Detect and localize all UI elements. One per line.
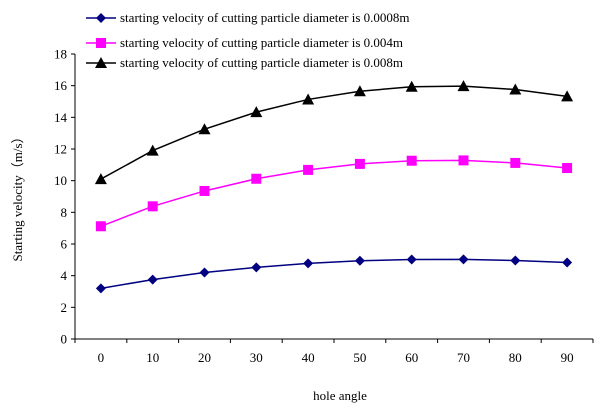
data-point: [406, 254, 417, 265]
data-point: [405, 80, 418, 92]
legend-label-1: starting velocity of cutting particle di…: [120, 10, 410, 25]
legend-marker-3: [95, 57, 107, 68]
data-point: [147, 201, 158, 212]
legend-item-1: starting velocity of cutting particle di…: [86, 10, 410, 25]
x-tick-label: 20: [198, 350, 211, 365]
data-point: [354, 158, 365, 169]
legend-label-3: starting velocity of cutting particle di…: [120, 55, 403, 70]
data-point: [199, 185, 210, 196]
series-1: [95, 254, 573, 294]
data-point: [146, 144, 159, 156]
data-point: [562, 257, 573, 268]
data-point: [303, 164, 314, 175]
data-point: [251, 173, 262, 184]
data-point: [509, 83, 522, 95]
legend-marker-1: [96, 13, 106, 23]
data-point: [94, 173, 107, 185]
y-tick-label: 16: [54, 78, 68, 93]
x-tick-label: 80: [509, 350, 522, 365]
data-point: [303, 258, 314, 269]
x-tick-label: 30: [250, 350, 263, 365]
data-point: [458, 155, 469, 166]
y-tick-label: 2: [61, 300, 68, 315]
x-tick-label: 10: [146, 350, 159, 365]
data-point: [198, 123, 211, 135]
series-2: [95, 155, 573, 232]
x-tick-label: 90: [561, 350, 574, 365]
data-point: [250, 106, 263, 118]
series-layer: [94, 80, 574, 294]
data-point: [354, 255, 365, 266]
y-tick-label: 8: [61, 205, 68, 220]
data-point: [302, 93, 315, 105]
legend-item-2: starting velocity of cutting particle di…: [86, 35, 403, 50]
data-point: [95, 283, 106, 294]
x-tick-label: 0: [98, 350, 105, 365]
data-point: [406, 155, 417, 166]
data-point: [562, 163, 573, 173]
series-line: [100, 159, 568, 227]
legend: starting velocity of cutting particle di…: [86, 10, 410, 70]
data-point: [458, 254, 469, 265]
data-point: [353, 85, 366, 97]
x-tick-label: 40: [302, 350, 315, 365]
data-point: [561, 90, 574, 102]
series-line: [100, 258, 568, 290]
series-3: [94, 80, 574, 185]
legend-marker-2: [96, 38, 106, 48]
y-axis-title: Starting velocity（m/s）: [10, 130, 25, 261]
x-tick-label: 50: [353, 350, 366, 365]
legend-label-2: starting velocity of cutting particle di…: [120, 35, 403, 50]
data-point: [95, 221, 106, 232]
x-axis-title: hole angle: [313, 388, 367, 403]
y-tick-label: 14: [54, 110, 68, 125]
axes: [74, 54, 593, 340]
y-tick-label: 6: [61, 237, 68, 252]
x-ticks: 0 10 20 30 40 50 60 70 80 90: [74, 339, 594, 365]
y-ticks: 0 2 4 6 8 10 12 14 16 18: [54, 47, 75, 347]
data-point: [251, 262, 262, 273]
series-line: [100, 85, 568, 180]
x-tick-label: 60: [405, 350, 418, 365]
legend-item-3: starting velocity of cutting particle di…: [86, 55, 403, 70]
data-point: [510, 157, 521, 168]
data-point: [199, 267, 210, 278]
y-tick-label: 12: [54, 142, 67, 157]
y-tick-label: 18: [54, 47, 67, 62]
data-point: [147, 274, 158, 285]
y-tick-label: 10: [54, 173, 67, 188]
data-point: [457, 80, 470, 92]
x-tick-label: 70: [457, 350, 470, 365]
y-tick-label: 0: [61, 332, 68, 347]
y-tick-label: 4: [61, 268, 68, 283]
data-point: [510, 255, 521, 266]
